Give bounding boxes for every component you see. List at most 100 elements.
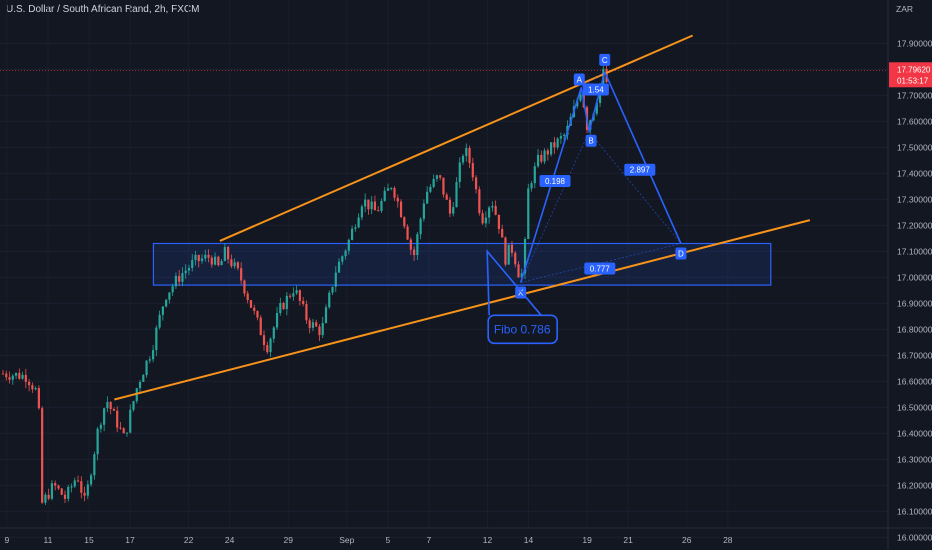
candle-body xyxy=(295,290,298,294)
pattern-point-a-bg xyxy=(573,73,585,86)
candle-body xyxy=(484,217,487,224)
candle-body xyxy=(129,409,132,433)
candle-body xyxy=(63,494,67,499)
ratio-abc: 1.54 xyxy=(588,86,604,95)
annotation-text: Fibo 0.786 xyxy=(494,322,551,336)
ratio-abc-bg xyxy=(582,83,609,96)
candle-body xyxy=(321,322,324,336)
candle-body xyxy=(383,190,386,201)
price-axis: 16.00000 16.10000 16.20000 16.30000 16.40000… xyxy=(887,0,932,550)
candle-body xyxy=(93,454,96,476)
ratio-xad: 0.777 xyxy=(590,265,611,274)
candle-body xyxy=(595,103,598,114)
candle-body xyxy=(272,327,275,339)
chart-title: U.S. Dollar / South African Rand, 2h, FX… xyxy=(6,4,200,15)
candle-body xyxy=(412,249,416,256)
ratio-bcd-bg xyxy=(624,163,656,176)
y-tick-label: 17.10000 xyxy=(897,246,932,256)
y-tick-label: 17.20000 xyxy=(897,220,932,230)
candle-body xyxy=(122,428,125,434)
candle-body xyxy=(331,286,334,293)
last-price-tag xyxy=(889,62,932,88)
candle-body xyxy=(210,257,213,265)
candle-body xyxy=(14,372,18,376)
candle-body xyxy=(132,401,135,410)
candle-body xyxy=(432,178,435,187)
candle-body xyxy=(370,201,373,210)
last-price-countdown: 01:53:17 xyxy=(897,76,929,85)
candle-body xyxy=(5,373,8,378)
y-tick-label: 16.80000 xyxy=(897,324,932,334)
candle-body xyxy=(279,302,282,314)
y-tick-label: 16.90000 xyxy=(897,298,932,308)
candle-body xyxy=(308,320,311,328)
candle-body xyxy=(471,163,474,178)
grid xyxy=(0,42,888,538)
candle-body xyxy=(178,275,181,282)
candle-body xyxy=(73,480,76,487)
candle-body xyxy=(181,273,184,282)
price-axis-pane xyxy=(888,0,932,550)
candle-body xyxy=(89,475,93,485)
candle-body xyxy=(465,147,468,156)
candle-body xyxy=(364,199,367,207)
candle-body xyxy=(517,264,520,278)
candle-body xyxy=(442,177,445,195)
candle-body xyxy=(491,205,494,208)
candle-body xyxy=(54,483,57,486)
candle-body xyxy=(227,246,230,260)
x-tick-label: 9 xyxy=(5,535,10,545)
y-tick-label: 17.00000 xyxy=(897,272,932,282)
candle-body xyxy=(302,300,305,305)
pattern-point-d-bg xyxy=(675,247,687,260)
candle-body xyxy=(86,484,89,496)
candle-body xyxy=(31,385,34,390)
candle-body xyxy=(399,201,403,218)
x-tick-label: 26 xyxy=(682,535,692,545)
candle-body xyxy=(145,360,148,376)
candle-body xyxy=(354,227,357,229)
candle-body xyxy=(292,293,295,297)
candle-body xyxy=(76,480,80,482)
y-tick-label: 17.40000 xyxy=(897,168,932,178)
pattern-point-d: D xyxy=(678,250,684,259)
channel-upper-line xyxy=(219,34,694,242)
candle-body xyxy=(249,300,253,308)
candle-body xyxy=(37,388,40,409)
candle-body xyxy=(501,229,504,238)
y-tick-label: 16.70000 xyxy=(897,350,932,360)
candle-body xyxy=(341,256,344,262)
y-tick-label: 16.50000 xyxy=(897,402,932,412)
candle-body xyxy=(207,254,210,258)
harmonic-pattern: X A B C D 0.198 1.54 2.897 0.777 xyxy=(515,53,687,299)
candle-body xyxy=(213,256,217,265)
pattern-ratio-line xyxy=(520,243,682,283)
price-channel xyxy=(114,34,811,401)
support-resistance-zone xyxy=(152,242,772,286)
candle-body xyxy=(563,134,566,137)
candle-body xyxy=(527,188,530,239)
candle-body xyxy=(240,268,243,281)
pattern-point-b: B xyxy=(588,137,593,146)
x-tick-label: 15 xyxy=(84,535,94,545)
zone-rect xyxy=(152,242,772,286)
candle-body xyxy=(171,286,174,293)
x-tick-label: 21 xyxy=(623,535,633,545)
candle-body xyxy=(315,322,318,327)
x-tick-label: 29 xyxy=(283,535,293,545)
candle-body xyxy=(497,214,501,230)
candle-body xyxy=(70,486,73,488)
candle-body xyxy=(318,326,321,336)
candle-body xyxy=(80,481,83,493)
candle-body xyxy=(455,182,458,208)
candle-body xyxy=(60,488,63,495)
candle-body xyxy=(285,295,288,310)
candle-body xyxy=(197,254,200,262)
candle-body xyxy=(259,317,262,336)
candle-body xyxy=(8,377,11,380)
candle-body xyxy=(328,292,331,308)
candle-body xyxy=(298,290,301,301)
x-tick-label: 11 xyxy=(44,535,53,545)
channel-lower-line xyxy=(114,219,811,401)
